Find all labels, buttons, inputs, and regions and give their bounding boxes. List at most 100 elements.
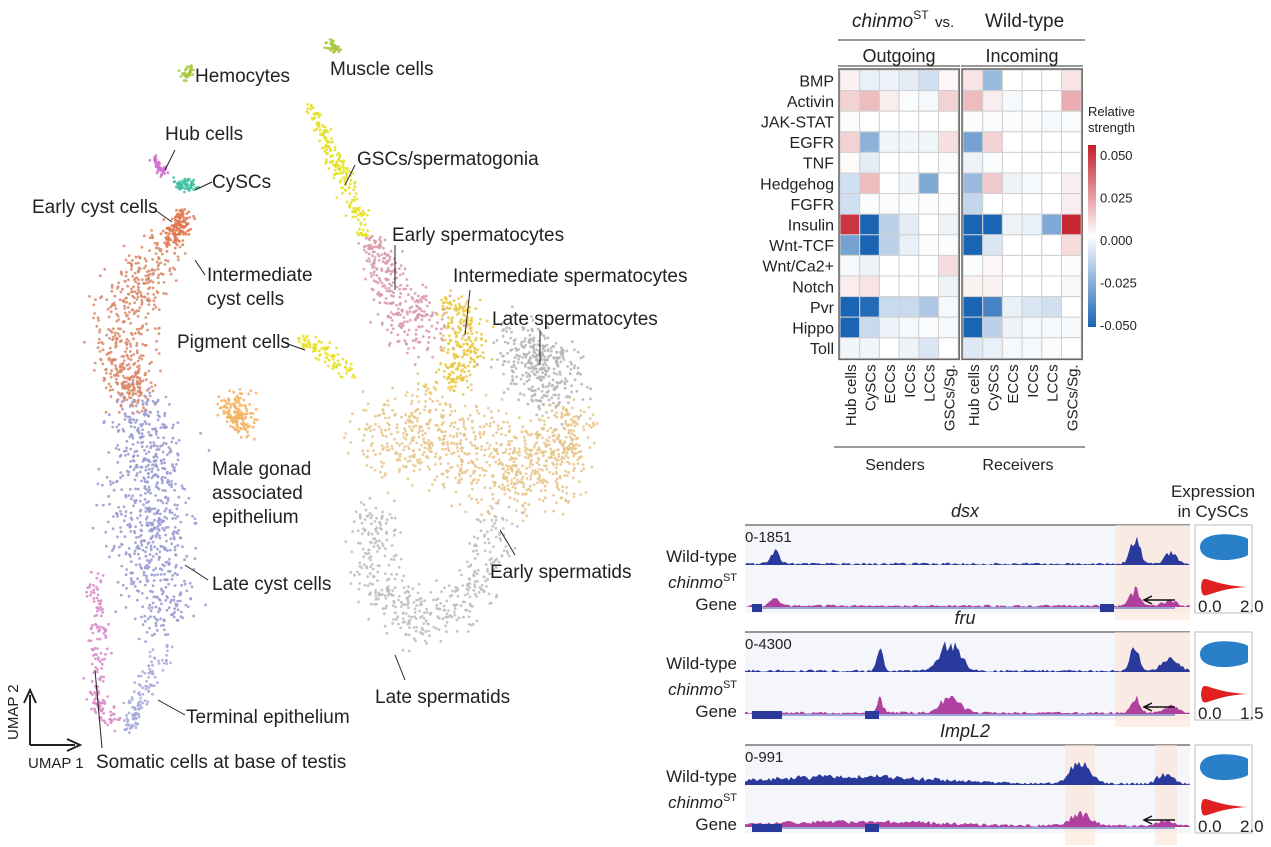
umap-point-5: [130, 263, 134, 267]
umap-point-5: [114, 307, 118, 310]
umap-point-5: [125, 342, 129, 346]
umap-point-4: [165, 227, 169, 230]
umap-point-6: [358, 227, 361, 231]
umap-point-5: [116, 314, 120, 318]
track-label-gene: Gene: [695, 702, 737, 721]
umap-point-5: [109, 350, 113, 354]
umap-point-5: [134, 255, 138, 259]
umap-point-5: [111, 338, 114, 342]
umap-point-4: [183, 226, 186, 229]
umap-point-4: [177, 212, 181, 216]
umap-point-2: [159, 168, 163, 171]
umap-point-3: [192, 188, 196, 192]
umap-point-5: [128, 366, 132, 370]
umap-point-5: [135, 349, 139, 353]
umap-point-5: [141, 342, 145, 346]
umap-point-5: [116, 285, 120, 289]
umap-point-0: [177, 69, 181, 72]
umap-point-5: [116, 337, 119, 341]
umap-point-5: [136, 282, 140, 286]
umap-point-5: [135, 410, 139, 413]
umap-point-1: [331, 43, 335, 46]
umap-point-5: [121, 362, 125, 366]
umap-point-5: [138, 388, 142, 391]
umap-point-5: [134, 261, 138, 265]
umap-point-5: [149, 279, 153, 283]
umap-point-5: [107, 382, 111, 386]
umap-point-5: [148, 269, 151, 273]
umap-point-5: [132, 353, 136, 356]
umap-point-3: [183, 179, 187, 183]
umap-point-5: [113, 358, 117, 361]
umap-point-5: [142, 234, 146, 238]
umap-point-4: [171, 228, 175, 232]
umap-point-5: [135, 382, 139, 385]
umap-point-5: [109, 395, 113, 398]
umap-point-5: [110, 283, 114, 287]
umap-point-5: [106, 307, 110, 311]
umap-point-6: [318, 113, 322, 117]
umap-point-5: [147, 369, 151, 373]
umap-point-4: [173, 251, 177, 255]
umap-point-4: [187, 232, 191, 236]
umap-point-5: [153, 303, 156, 307]
umap-point-5: [97, 319, 100, 322]
violin-axis-min: 0.0: [1198, 597, 1222, 616]
umap-point-6: [365, 213, 369, 217]
umap-point-3: [185, 179, 189, 183]
umap-point-5: [123, 280, 127, 283]
umap-point-6: [324, 162, 328, 165]
umap-point-5: [116, 382, 119, 386]
umap-point-6: [331, 159, 335, 163]
umap-point-5: [136, 295, 140, 299]
umap-point-5: [127, 385, 131, 389]
umap-point-5: [105, 368, 108, 371]
umap-point-5: [137, 370, 140, 374]
umap-point-5: [133, 387, 136, 390]
umap-point-5: [107, 315, 111, 319]
umap-point-5: [136, 291, 140, 295]
umap-point-0: [179, 75, 183, 78]
umap-point-5: [96, 316, 100, 320]
umap-point-5: [174, 279, 178, 282]
umap-point-5: [141, 324, 145, 328]
umap-point-5: [108, 337, 111, 340]
umap-point-5: [147, 276, 151, 279]
umap-point-5: [109, 375, 113, 379]
umap-point-4: [174, 215, 178, 219]
umap-point-4: [192, 214, 196, 218]
umap-point-5: [139, 290, 142, 294]
umap-point-5: [114, 342, 118, 345]
gene-title: fru: [954, 608, 975, 628]
umap-point-5: [108, 388, 112, 392]
umap-point-5: [137, 398, 141, 402]
umap-point-4: [175, 222, 179, 226]
umap-point-5: [137, 309, 141, 313]
exon: [1100, 604, 1114, 612]
umap-point-5: [127, 317, 131, 321]
umap-point-6: [366, 229, 370, 233]
umap-point-6: [318, 139, 322, 143]
umap-point-5: [129, 358, 133, 362]
umap-point-5: [162, 281, 166, 284]
umap-point-5: [142, 266, 146, 270]
umap-point-5: [117, 410, 121, 414]
umap-point-5: [150, 233, 154, 237]
exon: [752, 824, 782, 832]
track-label-wt: Wild-type: [666, 547, 737, 566]
umap-point-5: [110, 286, 114, 289]
umap-point-5: [126, 278, 130, 282]
umap-point-5: [130, 389, 134, 393]
umap-point-3: [177, 180, 181, 184]
umap-point-5: [143, 257, 147, 260]
track-range: 0-991: [745, 749, 783, 766]
umap-point-5: [142, 281, 146, 285]
umap-point-5: [83, 340, 86, 344]
umap-point-6: [325, 148, 329, 152]
umap-point-4: [170, 224, 174, 228]
umap-point-5: [119, 290, 123, 294]
umap-point-5: [176, 228, 180, 231]
umap-point-5: [108, 346, 112, 350]
umap-point-6: [332, 176, 336, 180]
umap-point-3: [189, 186, 193, 190]
